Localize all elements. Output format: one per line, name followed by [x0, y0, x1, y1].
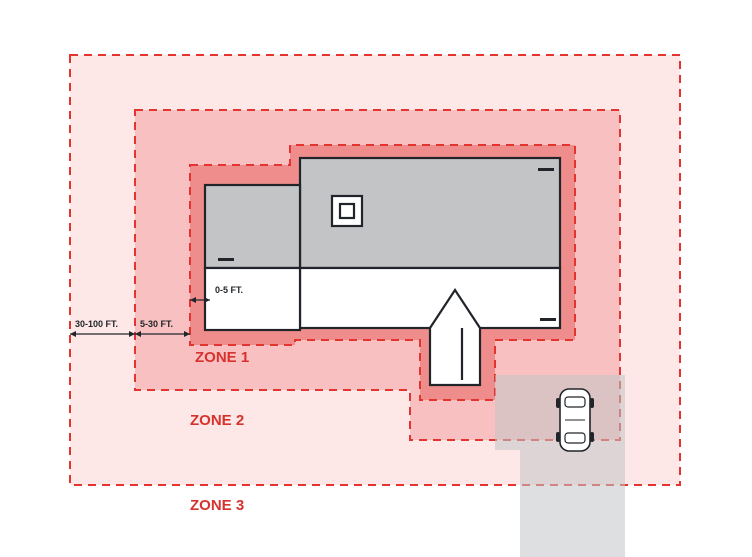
dim-label-zone3: 30-100 FT.: [75, 319, 118, 329]
zone3-label: ZONE 3: [190, 497, 244, 514]
dim-label-zone1: 0-5 FT.: [215, 285, 243, 295]
zone2-label: ZONE 2: [190, 412, 244, 429]
dim-label-zone2: 5-30 FT.: [140, 319, 173, 329]
zone1-label: ZONE 1: [195, 349, 249, 366]
